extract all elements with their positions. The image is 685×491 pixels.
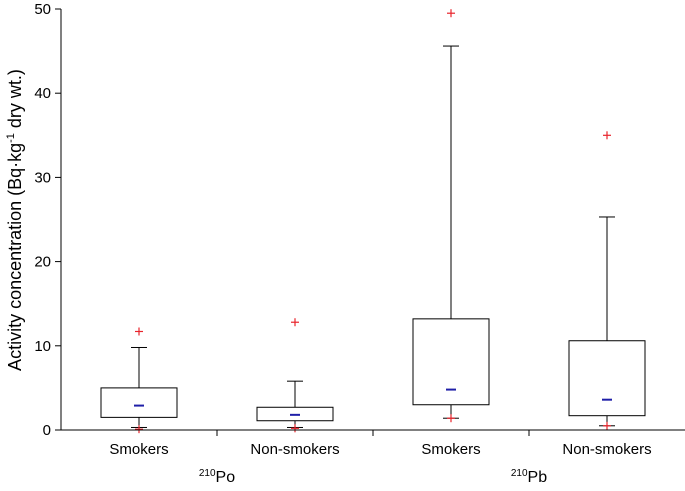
- box-iqr: [568, 340, 646, 417]
- y-axis-title-superscript: -1: [5, 133, 17, 143]
- category-label: Non-smokers: [562, 441, 651, 458]
- box-2: [412, 9, 490, 423]
- y-tick-label: 40: [34, 85, 51, 102]
- category-label: Non-smokers: [250, 441, 339, 458]
- category-label: Smokers: [421, 441, 480, 458]
- outlier-marker: [135, 425, 143, 434]
- box-1: [256, 318, 334, 433]
- y-tick-label: 0: [43, 422, 51, 439]
- outlier-marker: [603, 421, 611, 430]
- labels: Smokers Non-smokers Smokers Non-smokers210P…: [5, 69, 652, 486]
- outlier-marker: [291, 424, 299, 433]
- y-tick-label: 50: [34, 1, 51, 18]
- outlier-marker: [447, 414, 455, 423]
- y-tick-label: 20: [34, 254, 51, 271]
- outlier-marker: [603, 131, 611, 140]
- group-label-isotope: Po: [216, 469, 236, 486]
- plot-marks: [100, 9, 646, 434]
- box-iqr: [412, 318, 490, 406]
- y-axis-title-end: dry wt.): [5, 69, 25, 133]
- group-label-superscript: 210: [511, 468, 528, 479]
- box-0: [100, 327, 178, 434]
- outlier-marker: [447, 9, 455, 18]
- outlier-marker: [291, 318, 299, 327]
- y-axis-title: Activity concentration (Bq·kg-1 dry wt.): [5, 69, 25, 371]
- y-tick-label: 10: [34, 338, 51, 355]
- axes: 0 10 20 30 40 50: [34, 1, 685, 439]
- group-label: 210Po: [199, 468, 235, 486]
- group-label-isotope: Pb: [528, 469, 548, 486]
- y-tick-label: 30: [34, 169, 51, 186]
- outlier-marker: [135, 327, 143, 336]
- box-3: [568, 131, 646, 430]
- y-axis-title-main: Activity concentration (Bq·kg: [5, 143, 25, 371]
- group-label: 210Pb: [511, 468, 547, 486]
- category-label: Smokers: [109, 441, 168, 458]
- box-iqr: [100, 387, 178, 418]
- group-label-superscript: 210: [199, 468, 216, 479]
